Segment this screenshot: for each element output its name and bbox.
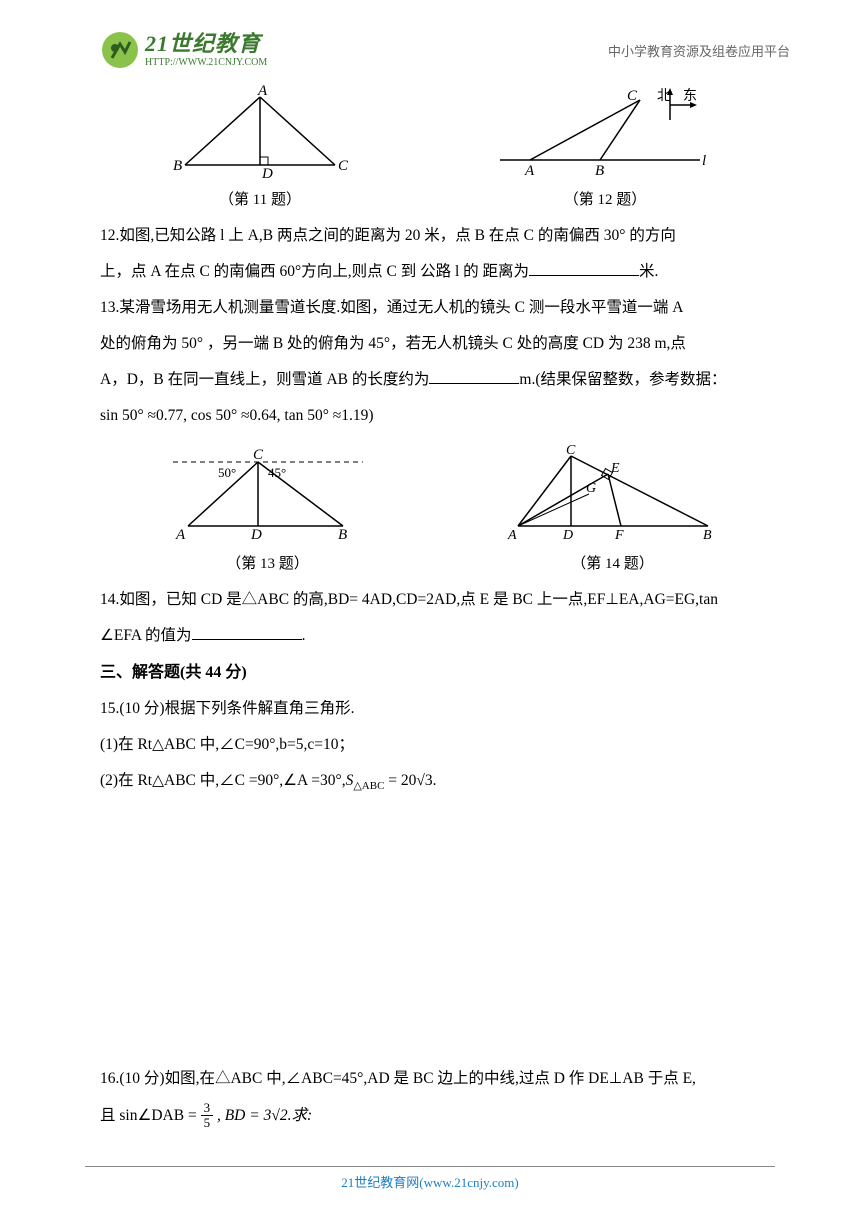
logo-icon	[100, 30, 140, 70]
diagram-row-top: A B C D （第 11 题） C A B l 北 东 （第 12 题）	[100, 85, 790, 209]
svg-text:C: C	[627, 88, 638, 104]
diagram-11-caption: （第 11 题）	[219, 188, 301, 209]
fraction: 3 5	[201, 1101, 214, 1131]
svg-text:B: B	[173, 158, 182, 174]
q13-blank	[429, 369, 519, 385]
svg-text:北: 北	[657, 88, 671, 104]
q14-blank	[192, 624, 302, 640]
diagram-11: A B C D （第 11 题）	[170, 85, 350, 209]
svg-text:45°: 45°	[268, 465, 286, 480]
content-body-2: 14.如图，已知 CD 是△ABC 的高,BD= 4AD,CD=2AD,点 E …	[100, 583, 790, 1133]
q14-line1: 14.如图，已知 CD 是△ABC 的高,BD= 4AD,CD=2AD,点 E …	[100, 583, 790, 617]
content-body: 12.如图,已知公路 l 上 A,B 两点之间的距离为 20 米，点 B 在点 …	[100, 219, 790, 434]
diagram-12-svg: C A B l 北 东	[490, 85, 720, 180]
svg-text:B: B	[595, 163, 604, 179]
svg-text:A: A	[524, 163, 535, 179]
q15-line3: (2)在 Rt△ABC 中,∠C =90°,∠A =30°,S△ABC = 20…	[100, 764, 790, 798]
q16-line1: 16.(10 分)如图,在△ABC 中,∠ABC=45°,AD 是 BC 边上的…	[100, 1062, 790, 1096]
svg-text:东: 东	[683, 88, 697, 104]
svg-text:B: B	[338, 527, 347, 543]
svg-text:C: C	[253, 447, 264, 463]
q13-line2: 处的俯角为 50° ，另一端 B 处的俯角为 45°，若无人机镜头 C 处的高度…	[100, 327, 790, 361]
svg-text:B: B	[703, 528, 712, 543]
svg-text:A: A	[175, 527, 186, 543]
svg-text:F: F	[614, 528, 624, 543]
q12-blank	[529, 261, 639, 277]
svg-text:E: E	[610, 461, 620, 476]
svg-text:G: G	[586, 481, 596, 496]
diagram-13-caption: （第 13 题）	[226, 552, 309, 573]
section-3-title: 三、解答题(共 44 分)	[100, 655, 790, 690]
svg-text:D: D	[562, 528, 573, 543]
q15-line2: (1)在 Rt△ABC 中,∠C=90°,b=5,c=10；	[100, 728, 790, 762]
svg-text:l: l	[702, 153, 706, 169]
diagram-12-caption: （第 12 题）	[564, 188, 647, 209]
q15-line1: 15.(10 分)根据下列条件解直角三角形.	[100, 692, 790, 726]
q13-line3: A，D，B 在同一直线上，则雪道 AB 的长度约为m.(结果保留整数，参考数据：	[100, 363, 790, 397]
svg-text:D: D	[261, 166, 273, 180]
q12-line1: 12.如图,已知公路 l 上 A,B 两点之间的距离为 20 米，点 B 在点 …	[100, 219, 790, 253]
header-subtitle: 中小学教育资源及组卷应用平台	[608, 41, 790, 60]
diagram-13-svg: C A B D 50° 45°	[168, 444, 368, 544]
diagram-13: C A B D 50° 45° （第 13 题）	[168, 444, 368, 573]
diagram-row-mid: C A B D 50° 45° （第 13 题） C E G A D F B （…	[100, 444, 790, 573]
svg-text:A: A	[507, 528, 517, 543]
footer-text: 21世纪教育网(www.21cnjy.com)	[341, 1175, 518, 1190]
diagram-12: C A B l 北 东 （第 12 题）	[490, 85, 720, 209]
logo-text: 21世纪教育 HTTP://WWW.21CNJY.COM	[145, 32, 267, 67]
svg-text:50°: 50°	[218, 465, 236, 480]
diagram-14: C E G A D F B （第 14 题）	[503, 444, 723, 573]
logo: 21世纪教育 HTTP://WWW.21CNJY.COM	[100, 30, 267, 70]
svg-text:C: C	[566, 444, 576, 458]
diagram-14-svg: C E G A D F B	[503, 444, 723, 544]
svg-text:C: C	[338, 158, 349, 174]
q16-line2: 且 sin∠DAB = 3 5 , BD = 3√2.求:	[100, 1099, 790, 1133]
logo-url: HTTP://WWW.21CNJY.COM	[145, 57, 267, 68]
diagram-14-caption: （第 14 题）	[571, 552, 654, 573]
svg-text:D: D	[250, 527, 262, 543]
svg-text:A: A	[257, 85, 268, 99]
blank-workspace	[100, 800, 790, 1060]
logo-main: 21世纪教育	[145, 32, 267, 56]
q12-line2: 上，点 A 在点 C 的南偏西 60°方向上,则点 C 到 公路 l 的 距离为…	[100, 255, 790, 289]
q13-line4: sin 50° ≈0.77, cos 50° ≈0.64, tan 50° ≈1…	[100, 399, 790, 433]
page-footer: 21世纪教育网(www.21cnjy.com)	[85, 1166, 775, 1191]
diagram-11-svg: A B C D	[170, 85, 350, 180]
page-header: 21世纪教育 HTTP://WWW.21CNJY.COM 中小学教育资源及组卷应…	[100, 30, 790, 70]
q14-line2: ∠EFA 的值为.	[100, 619, 790, 653]
q13-line1: 13.某滑雪场用无人机测量雪道长度.如图，通过无人机的镜头 C 测一段水平雪道一…	[100, 291, 790, 325]
